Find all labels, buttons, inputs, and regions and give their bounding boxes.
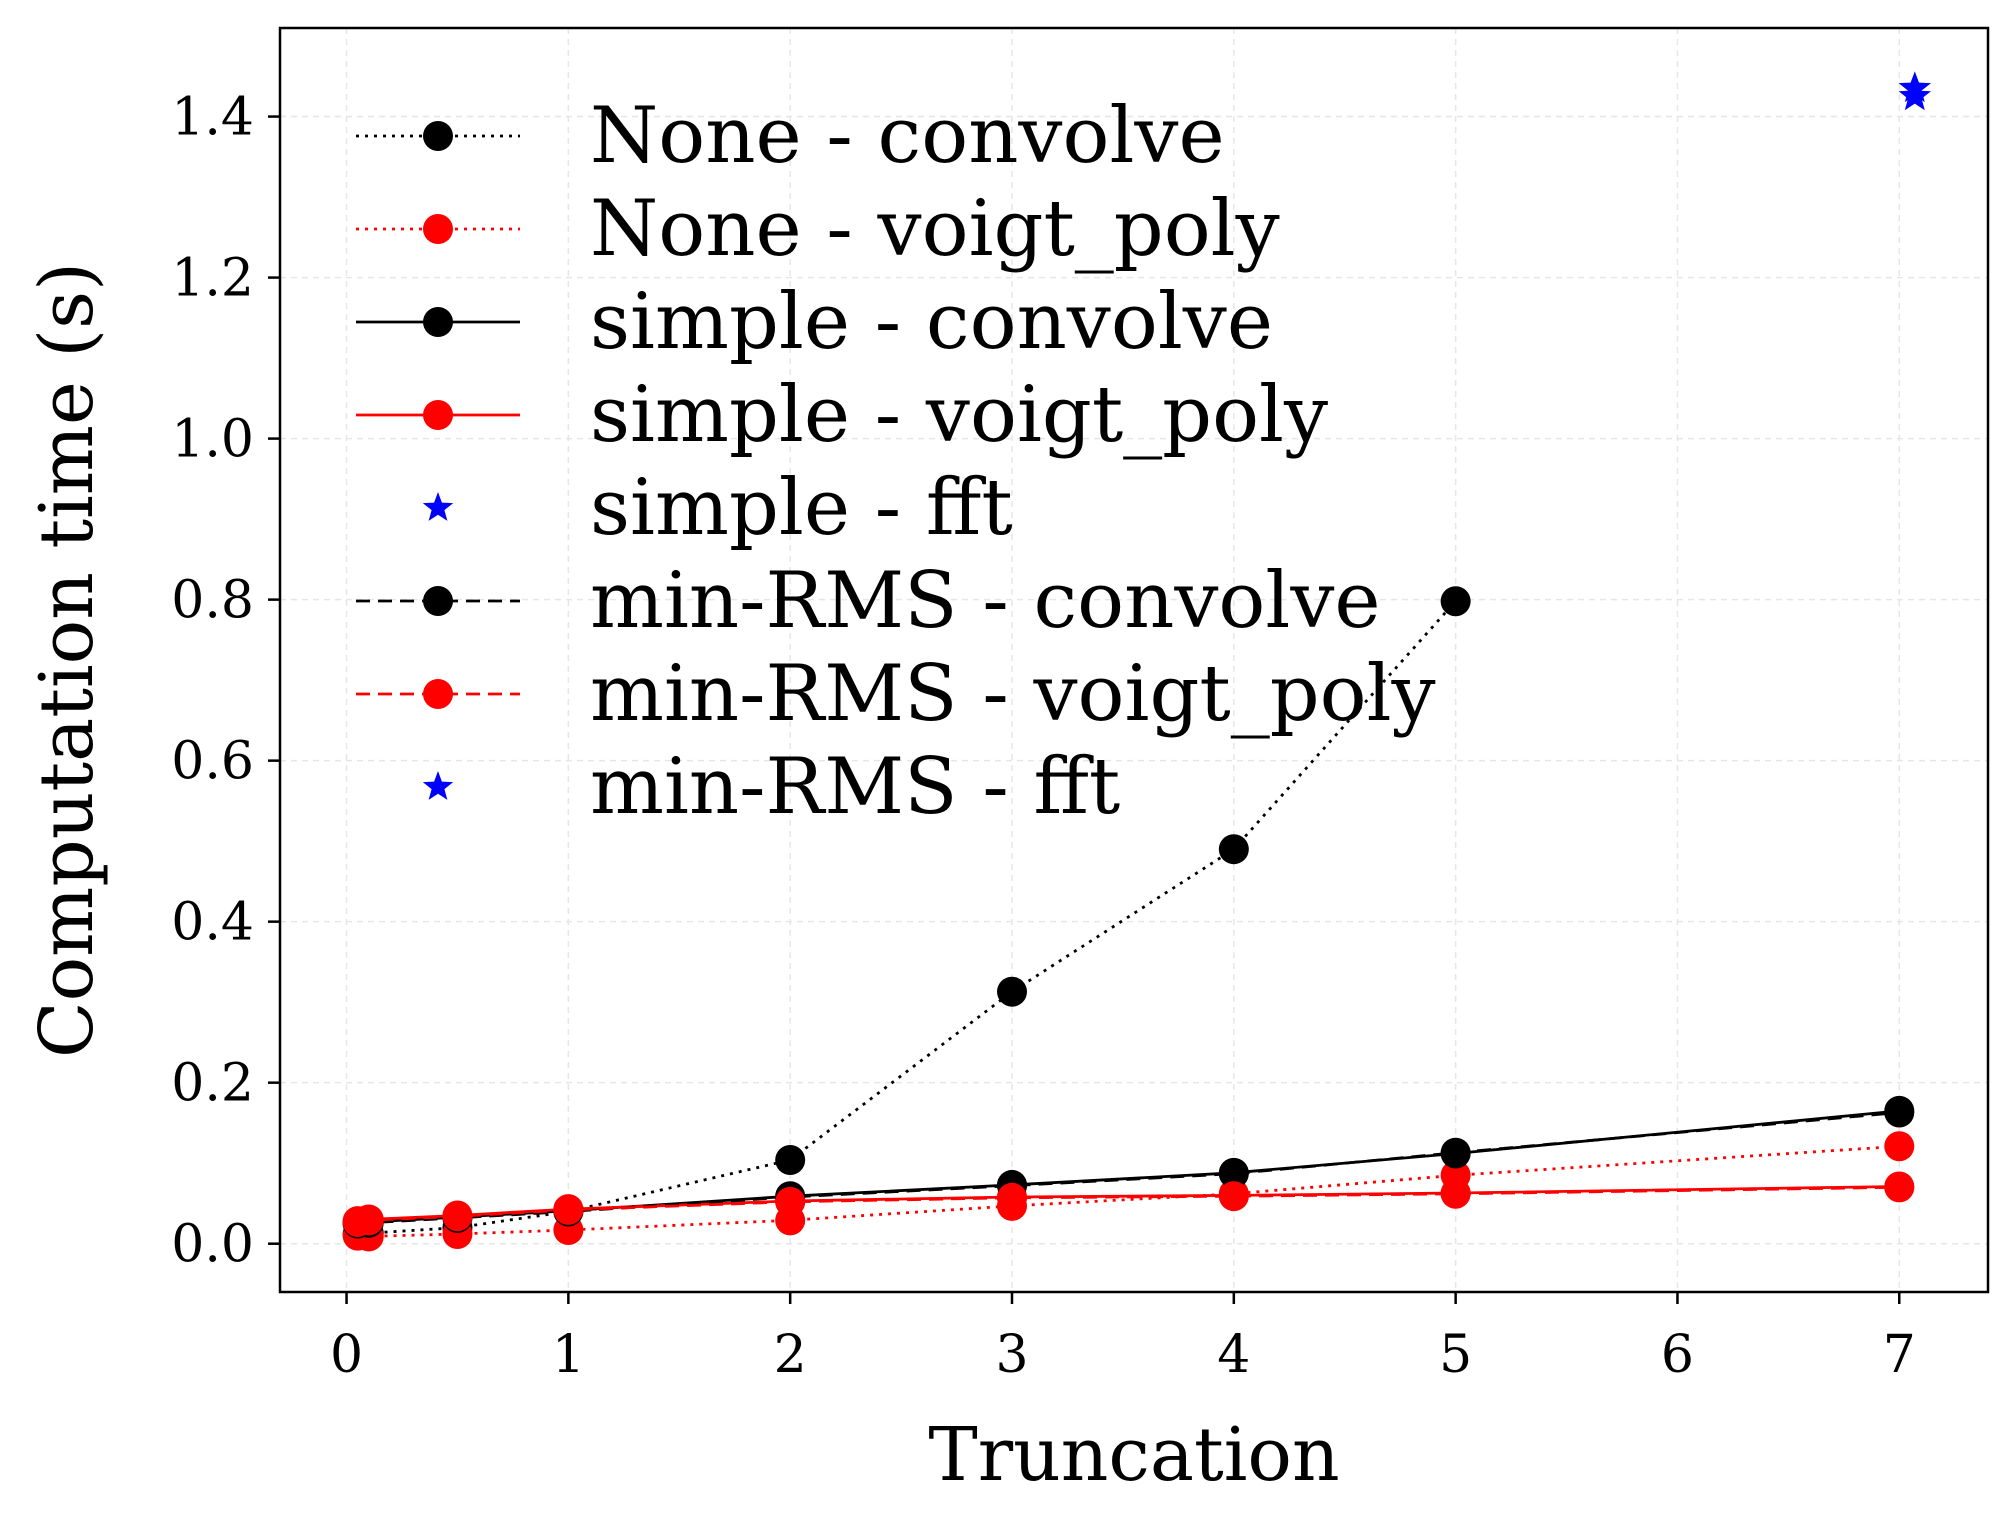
y-tick-label: 1.0 — [171, 410, 254, 470]
plot-series — [342, 71, 1931, 1252]
x-tick-label: 3 — [995, 1325, 1028, 1385]
legend-label: simple - voigt_poly — [590, 370, 1328, 460]
data-point — [775, 1144, 806, 1175]
legend-entry: min-RMS - voigt_poly — [356, 649, 1436, 739]
data-point — [353, 1205, 384, 1236]
y-tick-label: 1.4 — [171, 88, 254, 148]
y-axis-label: Computation time (s) — [24, 262, 110, 1058]
data-point — [997, 976, 1027, 1007]
data-point — [1440, 586, 1471, 617]
data-point — [1440, 1178, 1471, 1209]
data-point — [1884, 1097, 1915, 1128]
y-tick-label: 0.4 — [171, 893, 254, 953]
legend-label: None - convolve — [590, 91, 1225, 181]
data-point — [1884, 1172, 1915, 1203]
legend-label: simple - fft — [590, 463, 1013, 553]
legend-entry: min-RMS - fft — [422, 742, 1120, 832]
legend-label: min-RMS - voigt_poly — [590, 649, 1436, 739]
legend-label: None - voigt_poly — [590, 184, 1280, 274]
legend-label: simple - convolve — [590, 277, 1273, 367]
legend-marker — [423, 121, 453, 151]
x-tick-label: 4 — [1217, 1325, 1250, 1385]
data-point — [442, 1201, 473, 1232]
legend-label: min-RMS - fft — [590, 742, 1120, 832]
legend-marker — [423, 679, 453, 709]
legend-marker — [423, 214, 453, 244]
grid — [280, 28, 1988, 1292]
y-tick-label: 0.2 — [171, 1054, 254, 1114]
data-point — [1218, 1158, 1249, 1189]
data-point — [1218, 834, 1249, 865]
series-min-rms-fft — [1898, 79, 1931, 111]
axis-ticks: 0 1 2 3 4 5 6 7 0.0 0.2 0.4 0.6 0.8 1.0 1.2 1.4 — [171, 88, 1916, 1385]
legend-entry: simple - convolve — [356, 277, 1273, 367]
x-tick-label: 1 — [552, 1325, 585, 1385]
plot-area-frame — [278, 26, 1990, 1294]
x-axis-label: Truncation — [928, 1412, 1339, 1498]
x-tick-label: 0 — [330, 1325, 363, 1385]
series-line — [357, 600, 1457, 1236]
data-point — [1218, 1181, 1249, 1212]
legend-marker-star — [422, 492, 454, 521]
x-tick-label: 7 — [1883, 1325, 1916, 1385]
legend-entry: min-RMS - convolve — [356, 556, 1381, 646]
data-point — [1884, 1131, 1915, 1162]
x-tick-label: 2 — [774, 1325, 807, 1385]
legend-entry: None - convolve — [356, 91, 1225, 181]
y-tick-label: 0.0 — [171, 1215, 254, 1275]
series-line — [357, 1185, 1900, 1224]
series-min-rms-voigt-poly — [342, 1172, 1915, 1237]
x-tick-label: 5 — [1439, 1325, 1472, 1385]
data-point-star — [1898, 79, 1931, 111]
legend-entry: simple - voigt_poly — [356, 370, 1328, 460]
legend-marker-star — [422, 771, 454, 800]
legend-label: min-RMS - convolve — [590, 556, 1381, 646]
data-point — [997, 1182, 1027, 1213]
legend-entry: None - voigt_poly — [356, 184, 1280, 274]
data-point — [1440, 1137, 1471, 1168]
y-tick-label: 0.8 — [171, 571, 254, 631]
data-point — [553, 1194, 584, 1225]
legend-marker — [423, 307, 453, 337]
legend-entry: simple - fft — [422, 463, 1013, 553]
legend-marker — [423, 400, 453, 430]
legend-marker — [423, 586, 453, 616]
data-point — [775, 1186, 806, 1217]
y-tick-label: 1.2 — [171, 249, 254, 309]
y-tick-label: 0.6 — [171, 732, 254, 792]
x-tick-label: 6 — [1661, 1325, 1694, 1385]
